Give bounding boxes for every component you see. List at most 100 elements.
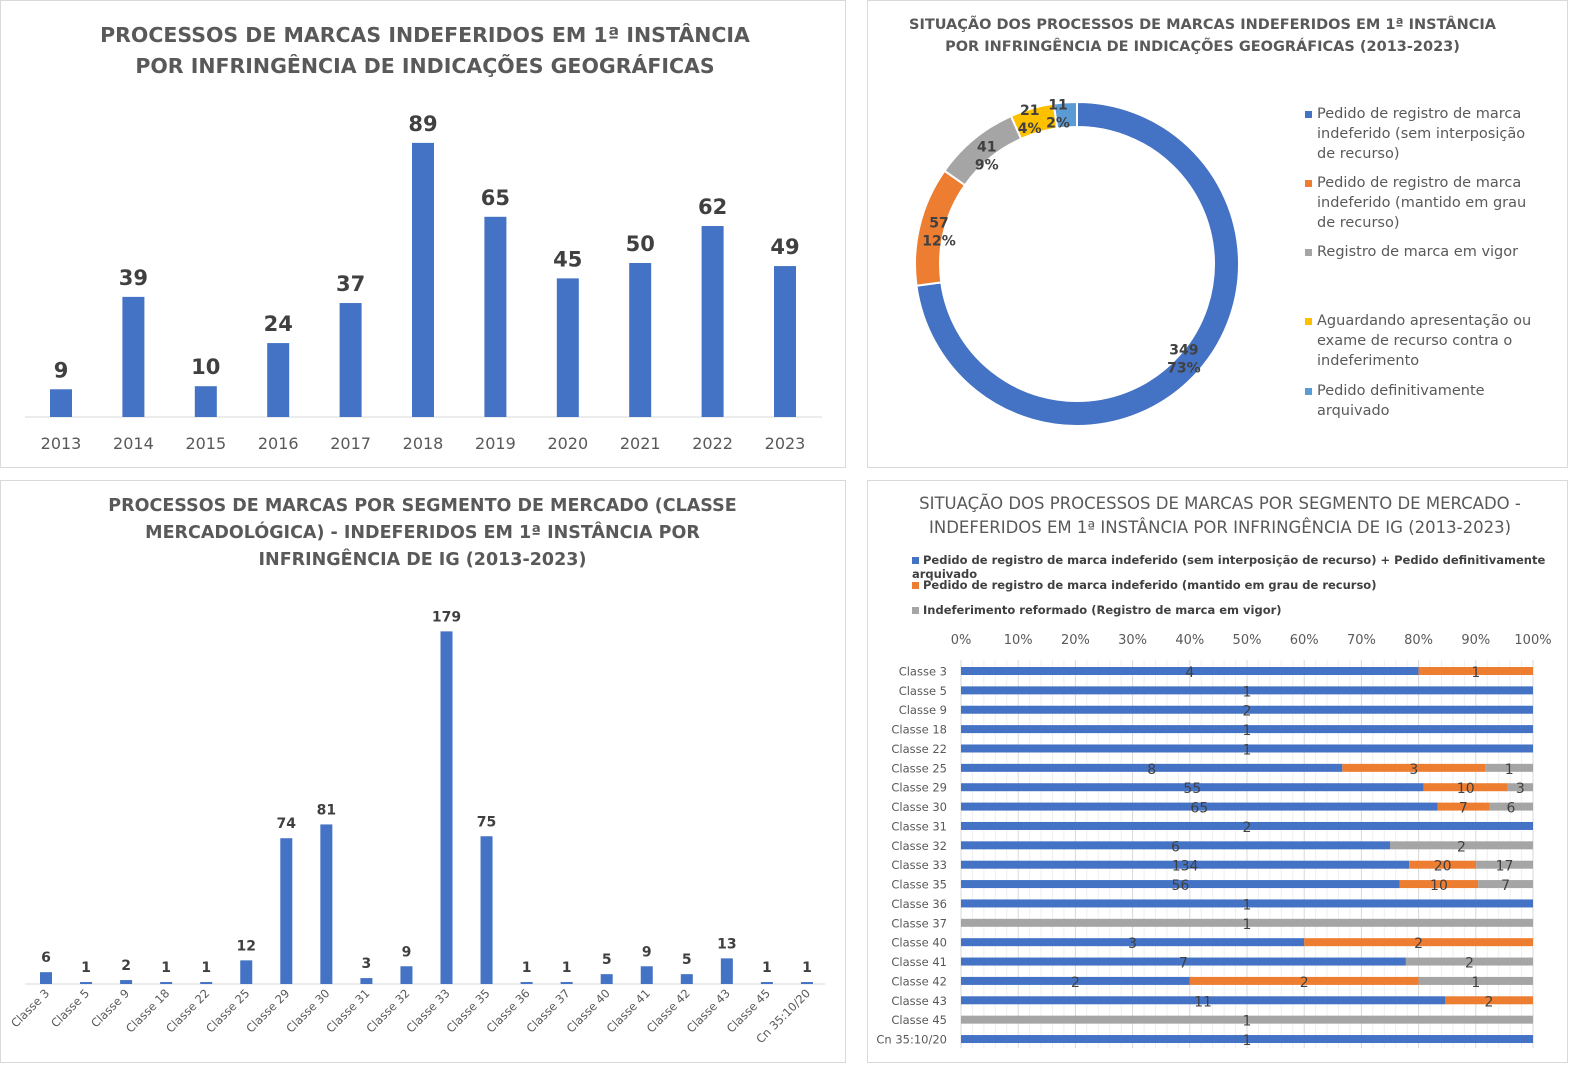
segment-label: 7	[1501, 878, 1510, 894]
y-tick-label: Classe 33	[891, 858, 947, 872]
segment-label: 11	[1194, 994, 1212, 1010]
data-label: 1	[762, 960, 772, 976]
donut-value-label: 21	[1020, 103, 1039, 119]
data-label: 12	[237, 938, 256, 954]
x-tick-label: 40%	[1175, 633, 1204, 648]
bar-Classe-37	[561, 982, 573, 984]
segment-label: 65	[1190, 801, 1208, 817]
x-tick-label: 10%	[1004, 633, 1033, 648]
y-tick-label: Classe 40	[891, 936, 947, 950]
x-tick-label: 2015	[185, 434, 226, 453]
segment-label: 8	[1147, 762, 1156, 778]
data-label: 9	[402, 944, 412, 960]
data-label: 39	[119, 266, 148, 290]
bar-Classe-33	[441, 631, 453, 984]
segment-label: 1	[1243, 1033, 1252, 1049]
donut-value-label: 41	[977, 139, 996, 155]
data-label: 2	[121, 958, 131, 974]
segment-label: 17	[1496, 859, 1514, 875]
x-tick-label: 2021	[620, 434, 661, 453]
data-label: 65	[481, 186, 510, 210]
x-tick-label: 50%	[1233, 633, 1262, 648]
x-tick-label: 2013	[41, 434, 82, 453]
bar-Classe-30	[320, 824, 332, 984]
bar-Classe-41	[641, 966, 653, 984]
segment-label: 3	[1128, 936, 1137, 952]
x-tick-label: 2019	[475, 434, 516, 453]
segment-label: 1	[1243, 917, 1252, 933]
x-tick-label: Classe 3	[8, 986, 52, 1030]
bar-2015	[195, 386, 217, 417]
bar-2016	[267, 343, 289, 417]
bar-Classe-32	[400, 966, 412, 984]
y-tick-label: Classe 45	[891, 1013, 947, 1027]
data-label: 37	[336, 272, 365, 296]
y-tick-label: Classe 30	[891, 800, 947, 814]
data-label: 74	[277, 816, 297, 832]
segment-label: 6	[1507, 801, 1516, 817]
segment-label: 134	[1172, 859, 1199, 875]
x-tick-label: Classe 5	[48, 986, 92, 1030]
segment-label: 1	[1243, 742, 1252, 758]
bar-Cn-35-10-20	[801, 982, 813, 984]
segment-label: 10	[1430, 878, 1448, 894]
data-label: 9	[54, 358, 69, 382]
y-tick-label: Classe 22	[891, 742, 947, 756]
segment-label: 3	[1409, 762, 1418, 778]
donut-value-label: 57	[929, 215, 948, 231]
bar-2017	[340, 303, 362, 417]
segment-label: 1	[1243, 723, 1252, 739]
bar-Classe-5	[80, 982, 92, 984]
bar-Classe-3	[40, 972, 52, 984]
x-tick-label: 2017	[330, 434, 371, 453]
data-label: 24	[264, 312, 293, 336]
x-tick-label: 2016	[258, 434, 299, 453]
segment-label: 2	[1071, 975, 1080, 991]
x-tick-label: 2022	[692, 434, 733, 453]
bar-Classe-35	[481, 836, 493, 984]
donut-value-label: 11	[1048, 97, 1067, 113]
bar-2014	[122, 297, 144, 417]
segment-label: 1	[1505, 762, 1514, 778]
segment-label: 2	[1485, 994, 1494, 1010]
y-tick-label: Classe 32	[891, 839, 947, 853]
y-tick-label: Classe 35	[891, 878, 947, 892]
y-tick-label: Cn 35:10/20	[876, 1033, 947, 1047]
segment-label: 55	[1183, 781, 1201, 797]
bar-Classe-9	[120, 980, 132, 984]
bar-2022	[702, 226, 724, 417]
data-label: 89	[408, 112, 437, 136]
data-label: 81	[317, 802, 336, 818]
data-label: 62	[698, 195, 727, 219]
bar-Classe-43	[721, 958, 733, 984]
data-label: 1	[201, 960, 211, 976]
x-tick-label: 30%	[1118, 633, 1147, 648]
data-label: 5	[682, 952, 692, 968]
data-label: 5	[602, 952, 612, 968]
x-tick-label: 0%	[951, 633, 972, 648]
data-label: 75	[477, 814, 496, 830]
y-tick-label: Classe 41	[891, 955, 947, 969]
bar-Classe-22	[200, 982, 212, 984]
bar-Classe-36	[521, 982, 533, 984]
data-label: 1	[522, 960, 532, 976]
y-tick-label: Classe 3	[899, 665, 947, 679]
y-tick-label: Classe 5	[899, 684, 947, 698]
x-tick-label: 2014	[113, 434, 154, 453]
bar-2023	[774, 266, 796, 417]
data-label: 13	[717, 936, 736, 952]
data-label: 49	[770, 235, 799, 259]
bar-2019	[484, 217, 506, 417]
data-label: 10	[191, 355, 220, 379]
donut-percent-label: 4%	[1018, 121, 1042, 137]
y-tick-label: Classe 18	[891, 723, 947, 737]
segment-label: 1	[1243, 684, 1252, 700]
segment-label: 4	[1185, 665, 1194, 681]
x-tick-label: 2020	[547, 434, 588, 453]
segment-label: 1	[1243, 897, 1252, 913]
bar-2020	[557, 278, 579, 417]
bar-2018	[412, 143, 434, 417]
bar-Classe-45	[761, 982, 773, 984]
y-tick-label: Classe 9	[899, 703, 947, 717]
